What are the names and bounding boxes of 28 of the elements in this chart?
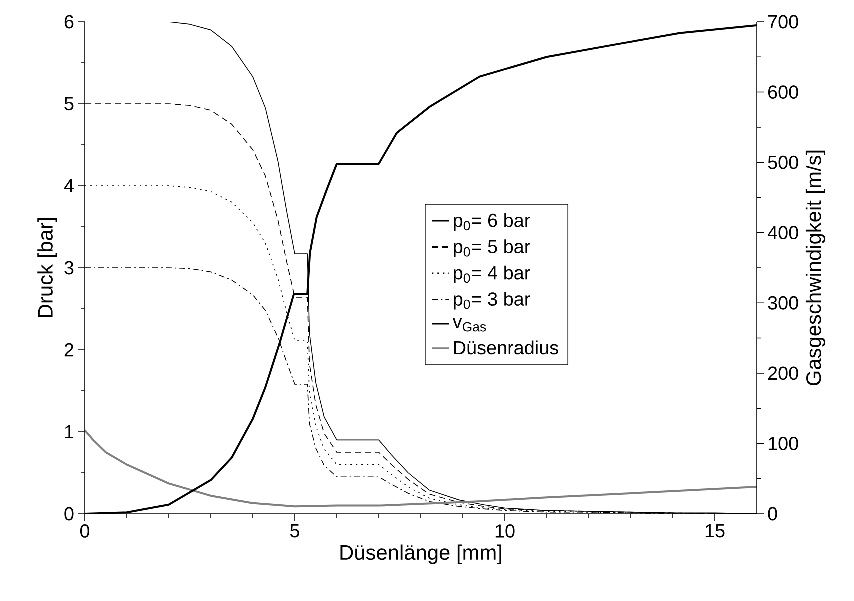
y2-tick-label: 100 — [768, 437, 798, 450]
legend-label: p$_{0}$= 6 bar — [454, 213, 530, 232]
y-tick-label: 5 — [64, 97, 74, 111]
y2-tick-label: 0 — [768, 507, 778, 521]
y2-tick-label: 300 — [768, 296, 798, 310]
y-axis-title: Druck [bar] — [38, 218, 58, 318]
y-tick-label: 6 — [64, 15, 74, 29]
y2-tick-label: 600 — [768, 86, 798, 99]
y-tick-label: 0 — [64, 507, 74, 521]
y2-tick-label: 700 — [768, 15, 798, 29]
y2-axis-title: Gasgeschwindigkeit [m/s] — [806, 150, 826, 386]
y-tick-label: 4 — [64, 179, 74, 193]
x-tick-label: 10 — [496, 524, 515, 538]
x-tick-label: 15 — [706, 524, 725, 538]
y-tick-label: 3 — [64, 261, 74, 275]
legend-label: v$_{Gas}$ — [452, 318, 486, 332]
y2-tick-label: 500 — [768, 156, 798, 170]
legend-label: p$_{0}$= 3 bar — [454, 292, 530, 310]
legend-label: Düsenradius — [454, 340, 558, 355]
legend-label: p$_{0}$= 5 bar — [454, 240, 530, 258]
y-tick-label: 2 — [64, 343, 74, 357]
x-axis-title: Düsenlänge [mm] — [340, 544, 502, 564]
x-tick-label: 5 — [290, 524, 300, 538]
x-tick-label: 0 — [80, 524, 90, 538]
legend-label: p$_{0}$= 4 bar — [454, 266, 530, 284]
y2-tick-label: 200 — [768, 366, 798, 380]
y-tick-label: 1 — [65, 425, 74, 439]
y2-tick-label: 400 — [768, 226, 798, 240]
